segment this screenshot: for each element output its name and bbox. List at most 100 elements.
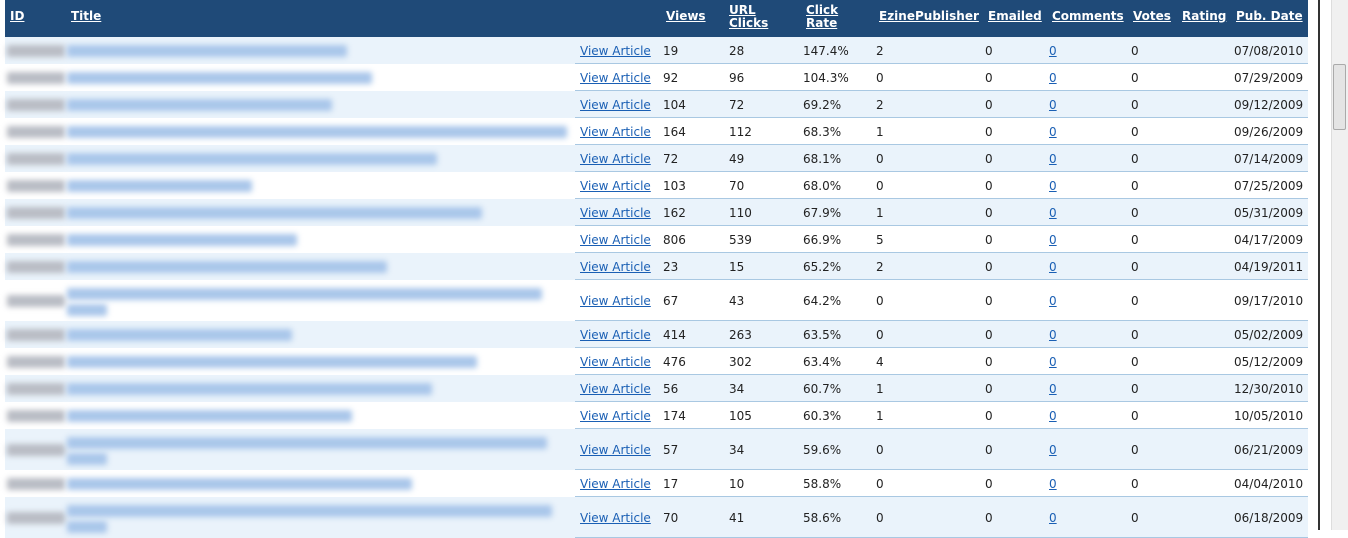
column-header[interactable]: EzinePublisher (879, 9, 979, 23)
comments-link[interactable]: 0 (1049, 354, 1057, 369)
comments-link[interactable]: 0 (1049, 97, 1057, 112)
comments-link[interactable]: 0 (1049, 510, 1057, 525)
cell: 63.4% (803, 354, 842, 369)
cell: 0 (1131, 151, 1139, 166)
view-article-link[interactable]: View Article (580, 510, 651, 525)
cell: 60.3% (803, 408, 842, 423)
comments-link[interactable]: 0 (1049, 381, 1057, 396)
view-article-link[interactable]: View Article (580, 381, 651, 396)
column-header[interactable]: Comments (1052, 9, 1124, 23)
cell: 0 (876, 327, 884, 342)
table-row: View Article 164 112 68.3% 1 0 0 0 09/26/2009 (5, 118, 1308, 145)
cell: 49 (729, 151, 745, 166)
cell: 0 (876, 510, 884, 525)
view-article-link[interactable]: View Article (580, 232, 651, 247)
comments-link[interactable]: 0 (1049, 232, 1057, 247)
comments-link[interactable]: 0 (1049, 408, 1057, 423)
cell: 34 (729, 442, 745, 457)
scrollbar[interactable] (1331, 0, 1348, 530)
blurred-title (67, 179, 252, 192)
cell: 0 (1131, 476, 1139, 491)
cell: 0 (985, 293, 993, 308)
view-article-link[interactable]: View Article (580, 124, 651, 139)
cell: 70 (729, 178, 745, 193)
cell: 07/25/2009 (1234, 178, 1304, 193)
cell: 63.5% (803, 327, 842, 342)
view-article-link[interactable]: View Article (580, 354, 651, 369)
column-header[interactable]: Title (71, 9, 102, 23)
column-header[interactable]: Click Rate (806, 3, 839, 30)
cell: 58.6% (803, 510, 842, 525)
comments-link[interactable]: 0 (1049, 293, 1057, 308)
blurred-title (67, 382, 432, 395)
column-header[interactable]: URL Clicks (729, 3, 769, 30)
view-article-link[interactable]: View Article (580, 442, 651, 457)
cell: 69.2% (803, 97, 842, 112)
column-header[interactable]: Emailed (988, 9, 1042, 23)
blurred-id (7, 179, 65, 192)
view-article-link[interactable]: View Article (580, 97, 651, 112)
table-row: View Article 806 539 66.9% 5 0 0 0 04/17/2009 (5, 226, 1308, 253)
column-header[interactable]: Rating (1182, 9, 1227, 23)
cell: 06/21/2009 (1234, 442, 1304, 457)
cell: 07/14/2009 (1234, 151, 1304, 166)
comments-link[interactable]: 0 (1049, 43, 1057, 58)
view-article-link[interactable]: View Article (580, 408, 651, 423)
comments-link[interactable]: 0 (1049, 205, 1057, 220)
cell: 04/19/2011 (1234, 259, 1304, 274)
blurred-title (67, 44, 347, 57)
blurred-id (7, 409, 65, 422)
view-article-link[interactable]: View Article (580, 151, 651, 166)
view-article-link[interactable]: View Article (580, 205, 651, 220)
cell: 0 (985, 151, 993, 166)
comments-link[interactable]: 0 (1049, 327, 1057, 342)
view-article-link[interactable]: View Article (580, 476, 651, 491)
view-article-link[interactable]: View Article (580, 327, 651, 342)
cell: 4 (876, 354, 884, 369)
table-row: View Article 103 70 68.0% 0 0 0 0 07/25/2009 (5, 172, 1308, 199)
view-article-link[interactable]: View Article (580, 178, 651, 193)
scrollbar-thumb[interactable] (1333, 64, 1346, 130)
cell: 2 (876, 97, 884, 112)
blurred-id (7, 125, 65, 138)
comments-link[interactable]: 0 (1049, 124, 1057, 139)
cell: 0 (985, 381, 993, 396)
cell: 0 (1131, 259, 1139, 274)
comments-link[interactable]: 0 (1049, 476, 1057, 491)
row-border (575, 469, 1308, 470)
blurred-id (7, 477, 65, 490)
cell: 0 (1131, 327, 1139, 342)
blurred-id (7, 260, 65, 273)
comments-link[interactable]: 0 (1049, 178, 1057, 193)
view-article-link[interactable]: View Article (580, 43, 651, 58)
cell: 0 (985, 327, 993, 342)
view-article-link[interactable]: View Article (580, 293, 651, 308)
cell: 0 (1131, 178, 1139, 193)
cell: 539 (729, 232, 752, 247)
cell: 59.6% (803, 442, 842, 457)
blurred-title (67, 206, 482, 219)
column-header[interactable]: Views (666, 9, 706, 23)
cell: 0 (985, 124, 993, 139)
row-border (575, 117, 1308, 118)
column-header[interactable]: ID (10, 9, 25, 23)
view-article-link[interactable]: View Article (580, 70, 651, 85)
blurred-id (7, 294, 65, 307)
comments-link[interactable]: 0 (1049, 151, 1057, 166)
cell: 92 (663, 70, 679, 85)
cell: 0 (876, 442, 884, 457)
row-border (575, 320, 1308, 321)
column-header[interactable]: Pub. Date (1236, 9, 1303, 23)
cell: 1 (876, 408, 884, 423)
row-border (575, 428, 1308, 429)
comments-link[interactable]: 0 (1049, 442, 1057, 457)
cell: 0 (985, 97, 993, 112)
comments-link[interactable]: 0 (1049, 70, 1057, 85)
cell: 05/31/2009 (1234, 205, 1304, 220)
blurred-title (67, 505, 552, 517)
table-row: View Article 174 105 60.3% 1 0 0 0 10/05/2010 (5, 402, 1308, 429)
table-row: View Article 414 263 63.5% 0 0 0 0 05/02/2009 (5, 321, 1308, 348)
column-header[interactable]: Votes (1133, 9, 1171, 23)
view-article-link[interactable]: View Article (580, 259, 651, 274)
comments-link[interactable]: 0 (1049, 259, 1057, 274)
